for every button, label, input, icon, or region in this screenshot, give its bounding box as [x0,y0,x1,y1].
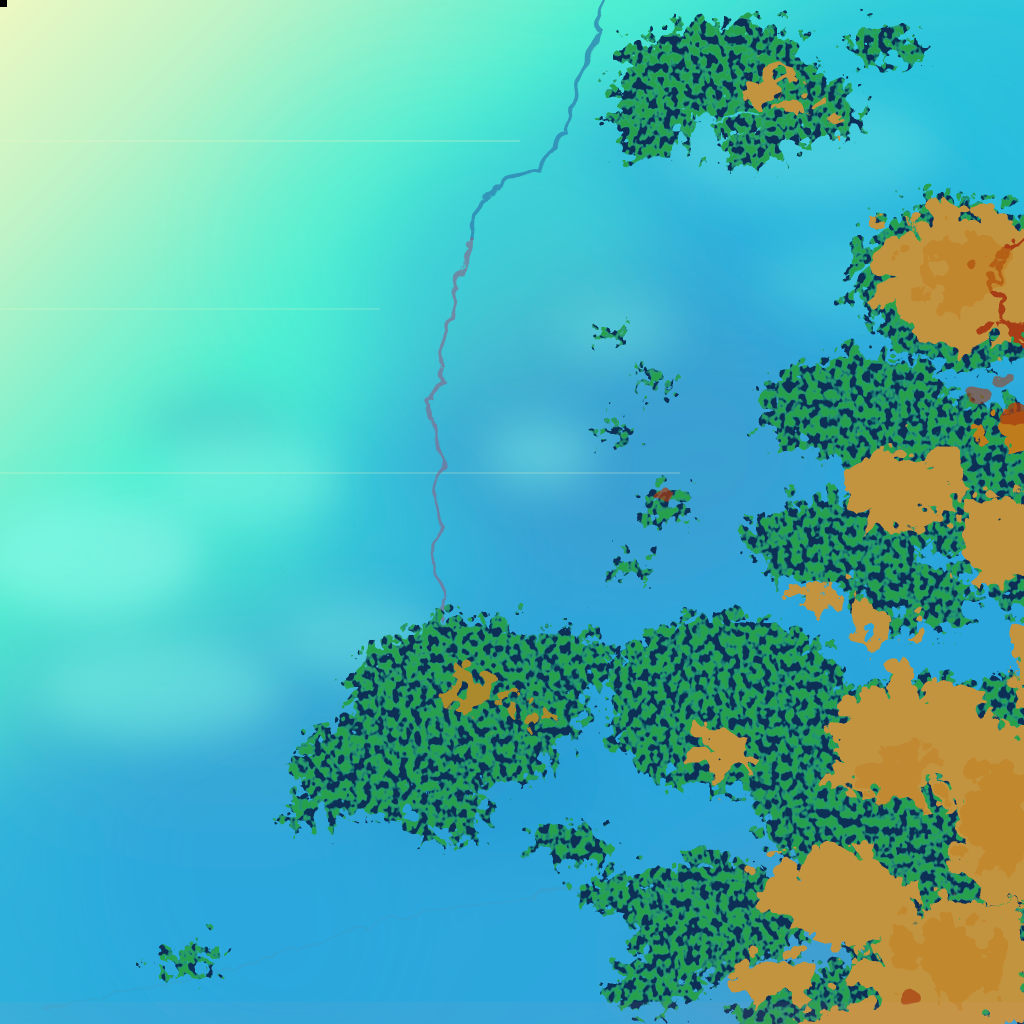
vegetation-blob [270,782,330,818]
rust-spot [654,484,670,496]
orange-mass [780,976,980,1024]
vegetation-speck [150,938,210,962]
scan-line [0,472,680,474]
vegetation-speck [622,360,658,384]
corner-data-artifact [0,0,7,7]
scan-line [0,140,520,142]
orange-mass [720,940,800,990]
vegetation-blob [520,808,600,852]
vegetation-blob [380,772,480,828]
orange-shading [945,740,1024,850]
olive-patch [506,691,534,709]
rust-spot [990,372,1010,384]
orange-mass [758,828,898,928]
orange-mass [729,52,781,84]
cloud-wisp [0,495,200,615]
scan-lines [0,140,680,474]
orange-mass [844,596,896,628]
vegetation-blob [830,17,910,53]
orange-shading [900,220,990,290]
vegetation-blob [735,485,905,575]
vegetation-blob [595,950,685,1000]
vegetation-blob [485,615,605,685]
floodplain-grey [420,260,820,600]
vegetation-blob [610,845,800,965]
river-upper-reach [465,0,603,238]
vegetation-speck [602,540,638,564]
vegetation-blob [280,710,420,800]
orange-mass [823,430,947,510]
vegetation-blob [600,40,680,150]
rust-spot [895,988,915,1002]
cloud-wisp [160,435,340,525]
orange-mass [784,87,820,109]
drainage-channel [38,876,642,1007]
rust-spot [998,402,1024,426]
orange-mass [942,478,1024,562]
orange-mass [665,723,735,767]
orange-shading [845,732,925,788]
vegetation-blob [625,15,695,65]
bottom-edge-tinge [0,1002,1024,1024]
rust-spots [654,372,1024,1002]
orange-mass [783,564,827,592]
olive-patch [442,656,494,688]
vegetation-blob [705,108,785,152]
orange-shading [890,910,990,980]
orange-mass [993,615,1024,685]
vegetation-speck [593,410,623,430]
orange-terrain [442,52,1024,1024]
vegetation-speck [584,308,616,328]
river-middle-reach [420,233,470,622]
rust-spot [963,384,987,400]
cloud-wisp [485,420,595,490]
scan-line [0,308,380,310]
cloud-wisp [40,640,280,740]
cloud-wisp [560,300,680,360]
